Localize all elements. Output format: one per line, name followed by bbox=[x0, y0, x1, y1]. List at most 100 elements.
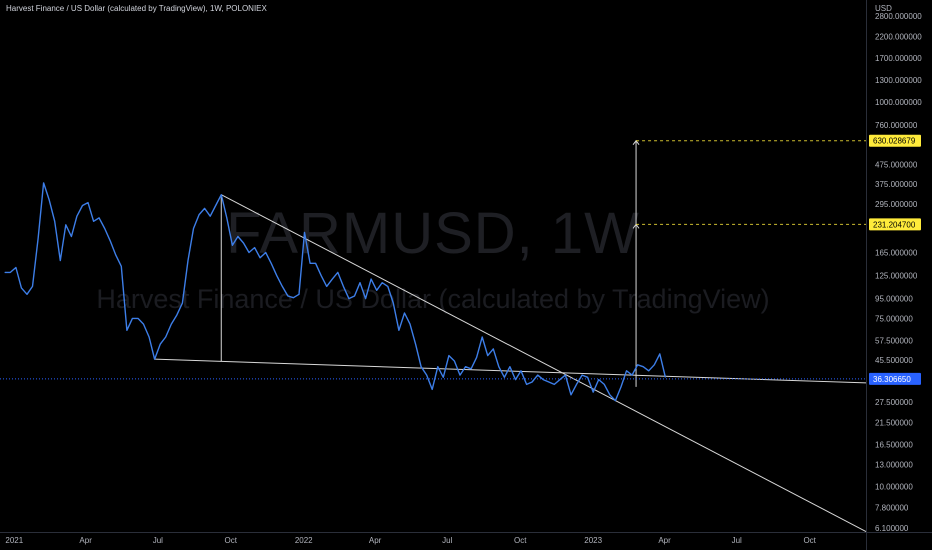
time-tick-label: Jul bbox=[442, 536, 452, 545]
price-data-point bbox=[237, 236, 239, 237]
price-data-point bbox=[609, 394, 611, 396]
price-data-point bbox=[470, 368, 472, 370]
price-data-point bbox=[454, 360, 455, 362]
price-data-point bbox=[398, 329, 400, 331]
price-data-point bbox=[182, 302, 183, 304]
price-tick-label: 7.800000 bbox=[875, 503, 909, 512]
price-data-point bbox=[365, 298, 366, 299]
price-data-point bbox=[115, 254, 117, 256]
price-data-point bbox=[481, 336, 483, 338]
price-tick-label: 1300.000000 bbox=[875, 76, 922, 85]
price-data-point bbox=[21, 287, 22, 289]
price-data-point bbox=[26, 293, 28, 295]
price-data-point bbox=[176, 314, 178, 316]
chart-title: Harvest Finance / US Dollar (calculated … bbox=[6, 4, 267, 13]
time-tick-label: Oct bbox=[514, 536, 527, 545]
price-tick-label: 45.500000 bbox=[875, 356, 913, 365]
price-data-point bbox=[442, 376, 444, 378]
price-data-point bbox=[526, 384, 527, 385]
price-data-point bbox=[109, 240, 111, 242]
price-data-point bbox=[537, 374, 539, 376]
price-series-line bbox=[4, 182, 667, 402]
time-tick-label: Oct bbox=[225, 536, 238, 545]
price-data-point bbox=[331, 278, 333, 280]
price-data-point bbox=[281, 286, 283, 287]
price-data-point bbox=[626, 370, 627, 372]
price-data-point bbox=[653, 364, 655, 366]
price-data-point bbox=[570, 394, 572, 396]
price-data-point bbox=[631, 374, 633, 376]
price-data-point bbox=[154, 358, 156, 360]
price-tick-label: 75.000000 bbox=[875, 314, 913, 323]
price-data-point bbox=[4, 272, 6, 273]
price-tick-label: 27.500000 bbox=[875, 398, 913, 407]
price-data-point bbox=[143, 323, 144, 325]
price-data-point bbox=[337, 272, 339, 273]
price-tick-label: 57.500000 bbox=[875, 337, 913, 346]
price-data-point bbox=[520, 370, 522, 372]
price-data-point bbox=[387, 286, 389, 287]
price-data-point bbox=[587, 376, 588, 378]
price-data-point bbox=[59, 260, 61, 261]
price-data-point bbox=[431, 389, 433, 390]
price-data-point bbox=[531, 381, 533, 383]
price-data-point bbox=[420, 366, 422, 368]
price-data-point bbox=[159, 343, 161, 345]
last-price-label: 36.306650 bbox=[873, 375, 911, 384]
price-tick-label: 1700.000000 bbox=[875, 54, 922, 63]
price-data-point bbox=[170, 323, 172, 325]
price-data-point bbox=[376, 289, 378, 291]
price-data-point bbox=[359, 282, 361, 284]
price-data-point bbox=[642, 366, 644, 368]
price-tick-label: 10.000000 bbox=[875, 483, 913, 492]
price-data-point bbox=[459, 374, 461, 376]
price-data-point bbox=[309, 262, 311, 264]
price-data-point bbox=[620, 386, 622, 388]
price-data-point bbox=[392, 302, 394, 304]
price-data-point bbox=[592, 391, 594, 393]
price-data-point bbox=[476, 357, 477, 358]
price-data-point bbox=[98, 217, 100, 219]
time-tick-label: 2021 bbox=[5, 536, 23, 545]
price-data-point bbox=[270, 262, 272, 264]
price-data-point bbox=[32, 286, 33, 287]
description-watermark: Harvest Finance / US Dollar (calculated … bbox=[96, 284, 770, 314]
price-data-point bbox=[220, 194, 222, 196]
price-data-point bbox=[187, 260, 189, 261]
price-tick-label: 760.000000 bbox=[875, 121, 918, 130]
price-data-point bbox=[254, 247, 256, 249]
price-data-point bbox=[437, 366, 439, 368]
price-data-point bbox=[248, 252, 250, 253]
time-tick-label: Jul bbox=[732, 536, 742, 545]
price-data-point bbox=[87, 202, 89, 204]
price-data-point bbox=[565, 374, 566, 376]
price-data-point bbox=[82, 205, 83, 206]
price-level-badge bbox=[869, 218, 921, 231]
price-data-point bbox=[48, 199, 50, 201]
price-tick-label: 295.000000 bbox=[875, 200, 918, 209]
price-data-point bbox=[137, 318, 139, 319]
price-data-point bbox=[343, 286, 344, 287]
price-data-point bbox=[381, 282, 383, 284]
price-data-point bbox=[509, 366, 511, 368]
price-level-label: 231.204700 bbox=[873, 220, 916, 229]
price-axis-unit: USD bbox=[875, 4, 892, 13]
price-data-point bbox=[198, 214, 200, 216]
price-data-point bbox=[515, 379, 516, 380]
price-data-point bbox=[287, 295, 289, 297]
price-data-point bbox=[348, 298, 350, 299]
price-data-point bbox=[132, 318, 133, 319]
price-data-point bbox=[648, 370, 650, 372]
price-data-point bbox=[71, 236, 72, 237]
price-tick-label: 125.000000 bbox=[875, 272, 918, 281]
price-data-point bbox=[259, 257, 261, 259]
price-data-point bbox=[354, 295, 355, 297]
price-data-point bbox=[193, 228, 194, 229]
price-tick-label: 2200.000000 bbox=[875, 32, 922, 41]
price-data-point bbox=[215, 205, 217, 206]
time-tick-label: Apr bbox=[79, 536, 92, 545]
price-data-point bbox=[326, 286, 328, 287]
price-level-badge bbox=[869, 134, 921, 147]
